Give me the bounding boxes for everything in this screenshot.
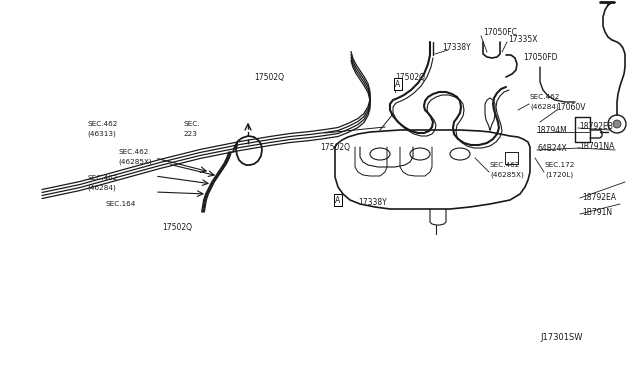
Text: (1720L): (1720L) — [545, 172, 573, 178]
Text: SEC.: SEC. — [183, 121, 200, 127]
Text: (46284): (46284) — [530, 104, 559, 110]
Text: 17502Q: 17502Q — [395, 73, 425, 81]
Text: SEC.462: SEC.462 — [87, 121, 117, 127]
Text: 18792EB: 18792EB — [579, 122, 613, 131]
Text: 17060V: 17060V — [556, 103, 586, 112]
Text: SEC.164: SEC.164 — [105, 201, 136, 207]
Text: 64B24X: 64B24X — [538, 144, 568, 153]
Text: (46285X): (46285X) — [490, 172, 524, 178]
Text: (46313): (46313) — [87, 131, 116, 137]
Circle shape — [613, 120, 621, 128]
Text: 17338Y: 17338Y — [358, 198, 387, 206]
Text: SEC.462: SEC.462 — [87, 175, 117, 181]
Text: 223: 223 — [183, 131, 197, 137]
Text: 1B791N: 1B791N — [582, 208, 612, 217]
Text: 18794M: 18794M — [536, 125, 567, 135]
Text: A: A — [335, 196, 340, 205]
Text: 17338Y: 17338Y — [442, 42, 471, 51]
Text: SEC.462: SEC.462 — [530, 94, 561, 100]
Text: (46285X): (46285X) — [118, 159, 152, 165]
Text: J17301SW: J17301SW — [540, 333, 582, 341]
Text: SEC.172: SEC.172 — [545, 162, 575, 168]
Text: A: A — [396, 80, 401, 89]
Text: 17050FD: 17050FD — [523, 52, 557, 61]
Text: 18792EA: 18792EA — [582, 192, 616, 202]
Text: 17502Q: 17502Q — [320, 142, 350, 151]
Text: SEC.462: SEC.462 — [118, 149, 148, 155]
Text: SEC.462: SEC.462 — [490, 162, 520, 168]
Text: 17502Q: 17502Q — [162, 222, 192, 231]
Text: 17050FC: 17050FC — [483, 28, 517, 36]
Text: (46284): (46284) — [87, 185, 116, 191]
Text: 17502Q: 17502Q — [254, 73, 284, 81]
Text: 17335X: 17335X — [508, 35, 538, 44]
Text: 1B791NA: 1B791NA — [579, 141, 614, 151]
